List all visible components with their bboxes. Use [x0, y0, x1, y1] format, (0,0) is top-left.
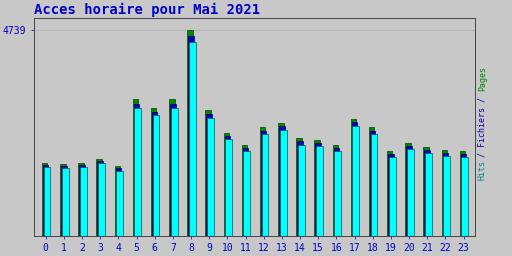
Bar: [315, 143, 321, 236]
Bar: [333, 145, 338, 236]
Bar: [44, 167, 51, 236]
Bar: [407, 148, 414, 236]
Bar: [370, 131, 375, 236]
Bar: [97, 161, 103, 236]
Bar: [407, 145, 412, 236]
Bar: [170, 103, 176, 236]
Bar: [298, 145, 305, 236]
Bar: [389, 157, 396, 236]
Bar: [170, 108, 178, 236]
Bar: [461, 157, 468, 236]
Bar: [98, 163, 105, 236]
Bar: [314, 140, 320, 236]
Bar: [460, 151, 465, 236]
Text: / Fichiers /: / Fichiers /: [478, 97, 487, 157]
Bar: [351, 119, 356, 236]
Bar: [423, 147, 429, 236]
Bar: [334, 151, 341, 236]
Text: Hits: Hits: [478, 160, 487, 180]
Bar: [96, 158, 102, 236]
Bar: [62, 168, 69, 236]
Bar: [388, 154, 394, 236]
Bar: [262, 134, 268, 236]
Bar: [188, 36, 194, 236]
Bar: [243, 151, 250, 236]
Bar: [205, 110, 211, 236]
Bar: [371, 134, 377, 236]
Bar: [151, 108, 156, 236]
Bar: [441, 150, 447, 236]
Bar: [225, 140, 232, 236]
Bar: [169, 99, 175, 236]
Bar: [206, 114, 212, 236]
Bar: [133, 99, 138, 236]
Text: Acces horaire pour Mai 2021: Acces horaire pour Mai 2021: [34, 3, 260, 17]
Bar: [280, 130, 287, 236]
Bar: [443, 156, 450, 236]
Bar: [80, 167, 87, 236]
Bar: [334, 148, 339, 236]
Bar: [134, 108, 141, 236]
Bar: [352, 122, 357, 236]
Bar: [60, 164, 66, 236]
Bar: [297, 141, 303, 236]
Bar: [405, 143, 411, 236]
Bar: [424, 150, 430, 236]
Bar: [134, 103, 139, 236]
Bar: [115, 166, 120, 236]
Bar: [296, 138, 302, 236]
Bar: [79, 165, 85, 236]
Bar: [224, 133, 229, 236]
Bar: [116, 171, 123, 236]
Bar: [425, 153, 432, 236]
Bar: [207, 118, 214, 236]
Bar: [387, 151, 393, 236]
Bar: [242, 145, 247, 236]
Bar: [116, 168, 121, 236]
Bar: [153, 115, 159, 236]
Bar: [42, 163, 47, 236]
Bar: [461, 154, 466, 236]
Bar: [243, 148, 248, 236]
Bar: [225, 136, 230, 236]
Bar: [279, 126, 285, 236]
Bar: [78, 163, 83, 236]
Bar: [187, 30, 193, 236]
Bar: [443, 153, 448, 236]
Bar: [352, 126, 359, 236]
Bar: [261, 131, 266, 236]
Bar: [316, 146, 323, 236]
Bar: [189, 42, 196, 236]
Bar: [278, 123, 284, 236]
Bar: [369, 127, 374, 236]
Bar: [260, 127, 265, 236]
Bar: [43, 165, 49, 236]
Text: Pages: Pages: [478, 67, 487, 91]
Bar: [61, 166, 67, 236]
Bar: [152, 112, 158, 236]
